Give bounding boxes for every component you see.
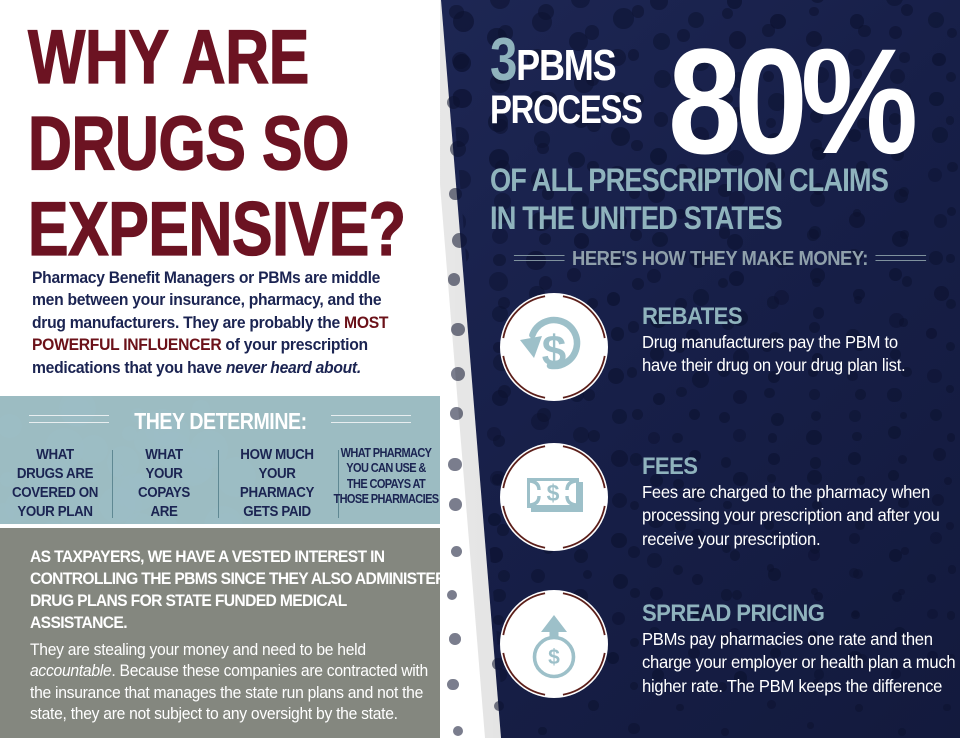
svg-text:$: $ — [548, 646, 560, 669]
svg-text:$: $ — [547, 480, 560, 506]
svg-text:$: $ — [542, 327, 566, 376]
